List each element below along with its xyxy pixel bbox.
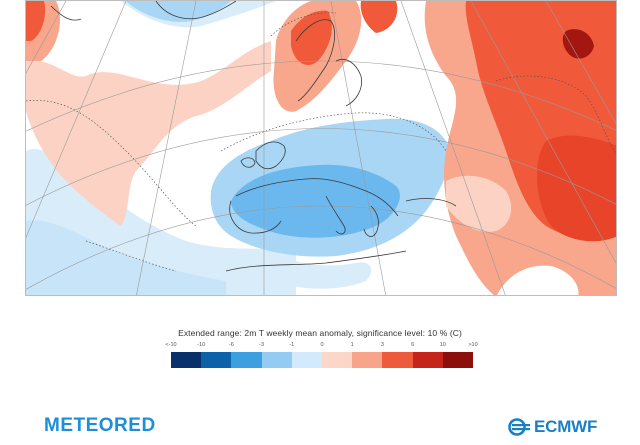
meridian [330,1,386,295]
coastline-north-africa [225,250,407,272]
ecmwf-logo-text: ECMWF [534,417,598,436]
colorbar-tick-label: <-10 [165,342,177,348]
colorbar-cell [382,352,413,368]
coastline-black-sea [405,198,457,207]
iceland-warm-core [26,1,46,41]
latitude-line [26,128,616,206]
atlantic-cool-region-south [26,220,226,295]
colorbar-cell [261,352,292,368]
colorbar-cell [412,352,443,368]
colorbar-tick-label: >10 [468,342,478,348]
latitude-line [26,205,616,290]
coastline-mainland [235,178,399,217]
colorbar-cell [201,352,232,368]
scandinavia-warm-core [291,10,332,66]
colorbar-cell [291,352,322,368]
legend-title: Extended range: 2m T weekly mean anomaly… [178,328,462,338]
map-canvas [26,1,616,295]
meridian [470,1,616,264]
coastline-britain [255,141,286,170]
graticule [26,1,616,295]
coastline-italy [325,195,346,235]
meridian [26,1,127,239]
greenland-blue-core [126,1,231,22]
meridian [26,1,67,74]
colorbar-tick-label: -3 [259,342,265,348]
urals-hotspot [562,29,594,59]
colorbar-tick-label: -6 [228,342,234,348]
coastline-greenland [155,1,237,20]
central-asia-warm-core [536,135,616,242]
north-russia-warm-core [360,1,398,33]
mediterranean-cool-core [231,164,400,238]
atlantic-warm-tongue [26,41,271,226]
latitude-line [26,60,616,132]
colorbar-tick-label: -1 [289,342,295,348]
colorbar-tick-label: 10 [439,342,446,348]
ecmwf-logo: ECMWF [508,417,597,437]
colorbar-tick-label: 6 [411,342,415,348]
colorbar-tick-label: 0 [320,342,324,348]
colorbar-cell [231,352,262,368]
coastline-iceland [50,5,82,21]
anomaly-map [25,0,617,296]
colorbar-cell [321,352,353,368]
coastline-baltic [335,59,363,107]
significance-contour [220,112,447,152]
colorbar-tick-label: -10 [197,342,206,348]
coastline-ireland [240,157,256,168]
coastline-scandinavia [295,19,336,102]
colorbar-ticks: <-10 -10 -6 -3 -1 0 1 3 6 10 >10 [165,342,477,352]
significance-contour [495,75,616,154]
colorbar-tick-label: 1 [350,342,354,348]
colorbar-tick-label: 3 [380,342,384,348]
coastline-iberia [229,200,282,234]
ecmwf-emblem-icon [508,418,530,436]
middle-east-mild [446,175,512,232]
coastline-greece [363,205,379,237]
significance-contour [270,12,337,37]
colorbar-cell [171,352,202,368]
coastlines [50,1,457,272]
meteored-logo: METEORED [44,415,156,436]
meridian [136,1,197,295]
meridian [400,1,506,295]
significance-contour [26,100,197,227]
meridian [545,1,616,125]
colorbar [171,352,473,368]
colorbar-cell [352,352,383,368]
arabia-neutral [497,265,579,295]
colorbar-cell [442,352,473,368]
significance-contours [26,12,616,272]
